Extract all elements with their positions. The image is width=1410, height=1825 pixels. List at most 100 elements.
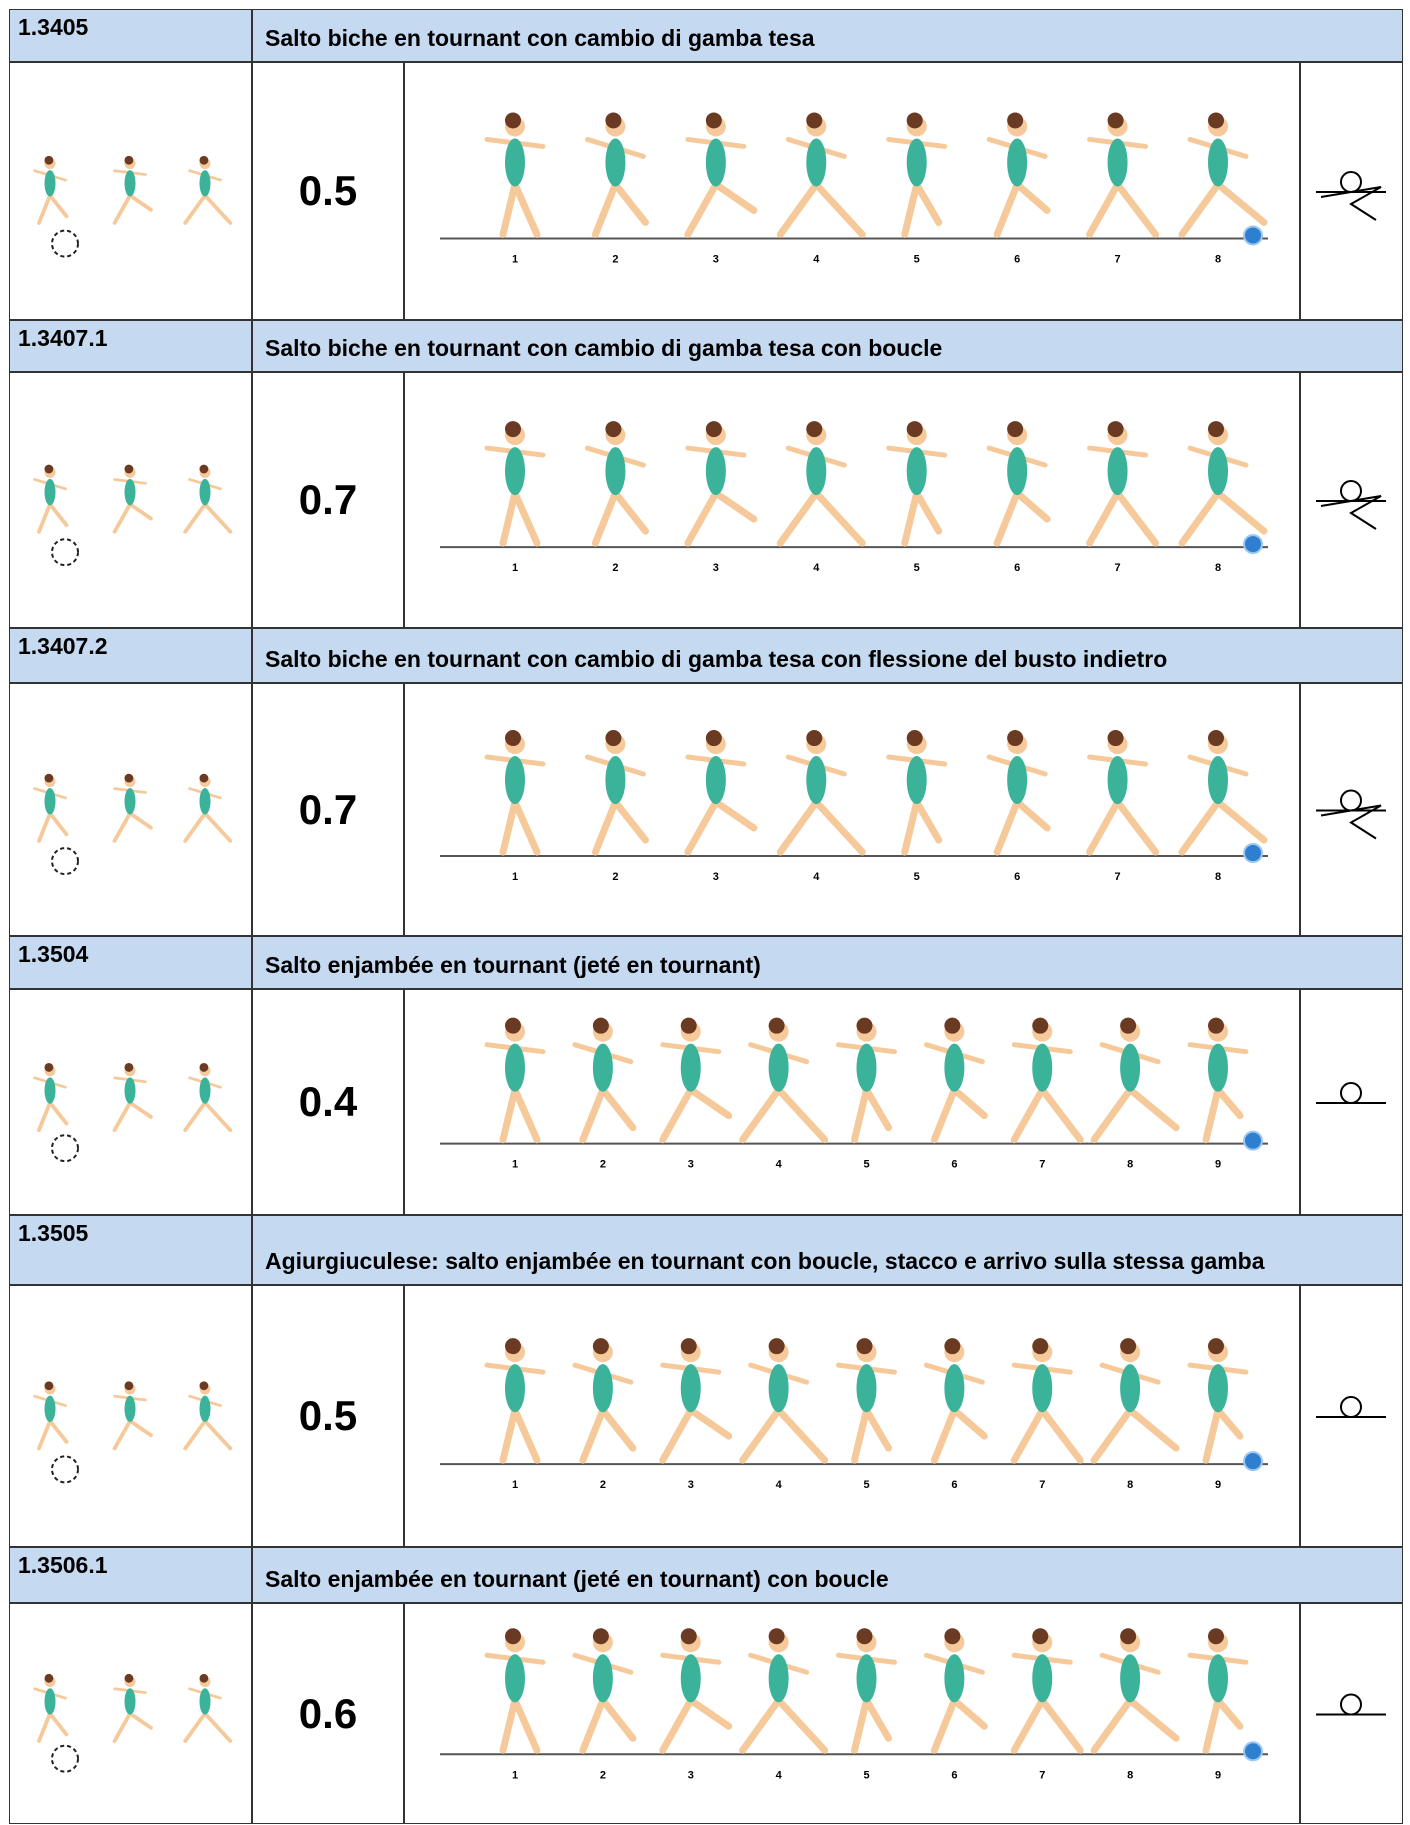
hair xyxy=(44,464,54,474)
element-name: Agiurgiuculese: salto enjambée en tourna… xyxy=(252,1215,1403,1285)
symbol-drawing xyxy=(1316,1693,1386,1716)
sequence: 1 2 3 4 5 6 7 8 9 xyxy=(404,1603,1300,1824)
leg xyxy=(684,798,720,856)
leg xyxy=(851,1406,870,1464)
step-number: 3 xyxy=(713,562,719,574)
leg xyxy=(1214,180,1268,226)
torso xyxy=(1107,447,1128,496)
step-number: 4 xyxy=(813,562,820,574)
hair xyxy=(944,1628,961,1645)
leg xyxy=(1114,489,1160,547)
torso xyxy=(505,1654,525,1703)
leg xyxy=(128,811,153,830)
figure xyxy=(584,730,649,856)
leg xyxy=(1178,489,1222,547)
leg xyxy=(1214,1086,1244,1120)
leg xyxy=(579,1086,607,1144)
torso xyxy=(856,1654,877,1703)
figure xyxy=(1187,1338,1249,1464)
leg xyxy=(739,1086,783,1144)
thumb-drawing xyxy=(33,773,233,876)
torso xyxy=(44,1077,56,1104)
hair xyxy=(505,1017,521,1034)
symbol-circle xyxy=(1340,789,1362,812)
symbol xyxy=(1300,683,1403,936)
thumb-drawing xyxy=(33,464,233,567)
step-number: 7 xyxy=(1115,871,1121,883)
leg xyxy=(812,798,866,856)
torso xyxy=(1208,1043,1228,1092)
leg xyxy=(599,1086,637,1132)
ball xyxy=(1243,1451,1263,1472)
leg xyxy=(812,180,866,238)
hair xyxy=(124,773,134,783)
torso xyxy=(944,1043,965,1092)
leg xyxy=(739,1696,783,1754)
hair xyxy=(44,1063,54,1072)
step-number: 5 xyxy=(863,1159,869,1171)
hair xyxy=(680,1017,697,1034)
symbol-zigzag xyxy=(1320,495,1382,530)
figure xyxy=(739,1017,829,1144)
symbol-zigzag xyxy=(1320,186,1382,221)
step-number: 1 xyxy=(512,562,518,574)
element-code: 1.3407.2 xyxy=(9,628,252,683)
leg xyxy=(203,811,233,843)
step-number: 2 xyxy=(600,1479,606,1491)
torso xyxy=(199,788,211,815)
leg xyxy=(1114,180,1160,238)
step-number: 7 xyxy=(1039,1159,1045,1171)
leg xyxy=(659,1406,695,1464)
leg xyxy=(1126,1696,1180,1742)
figure xyxy=(923,1628,988,1754)
leg xyxy=(128,502,153,521)
torso xyxy=(124,788,136,815)
torso xyxy=(124,1688,136,1715)
element-value: 0.5 xyxy=(252,1285,404,1547)
hair xyxy=(592,1628,609,1645)
hair xyxy=(505,112,521,129)
hair xyxy=(505,421,521,438)
leg xyxy=(1086,489,1122,547)
leg xyxy=(579,1696,607,1754)
step-number: 6 xyxy=(1014,871,1020,883)
leg xyxy=(599,1696,637,1742)
leg xyxy=(775,1406,829,1464)
sequence-drawing: 1 2 3 4 5 6 7 8 9 xyxy=(440,1338,1268,1491)
leg xyxy=(511,180,541,238)
sequence: 1 2 3 4 5 6 7 8 xyxy=(404,683,1300,936)
leg xyxy=(1038,1696,1084,1754)
leg xyxy=(775,1696,829,1754)
figure xyxy=(572,1628,637,1754)
thumbnail xyxy=(9,1285,252,1547)
leg xyxy=(183,1419,207,1451)
leg xyxy=(48,502,69,528)
hair xyxy=(906,112,923,129)
leg xyxy=(499,1086,519,1144)
torso xyxy=(1107,138,1128,187)
thumb-drawing xyxy=(33,1381,233,1484)
figure xyxy=(1090,1628,1180,1754)
leg xyxy=(863,1406,892,1452)
hair xyxy=(705,112,722,129)
leg xyxy=(993,798,1021,856)
leg xyxy=(1202,1406,1222,1464)
leg xyxy=(1214,798,1268,844)
leg xyxy=(48,1711,69,1737)
figure xyxy=(1090,1017,1180,1144)
figure xyxy=(886,112,948,238)
torso xyxy=(199,1688,211,1715)
turn-mark xyxy=(51,847,79,876)
torso xyxy=(856,1043,877,1092)
torso xyxy=(44,478,56,506)
figure xyxy=(1178,421,1268,547)
figure xyxy=(659,1017,733,1144)
figure xyxy=(183,155,233,225)
figure xyxy=(684,421,758,547)
figure xyxy=(183,773,233,843)
figure xyxy=(1178,730,1268,856)
leg xyxy=(511,1086,541,1144)
element-value: 0.4 xyxy=(252,989,404,1215)
hair xyxy=(199,1063,209,1072)
torso xyxy=(906,756,927,805)
